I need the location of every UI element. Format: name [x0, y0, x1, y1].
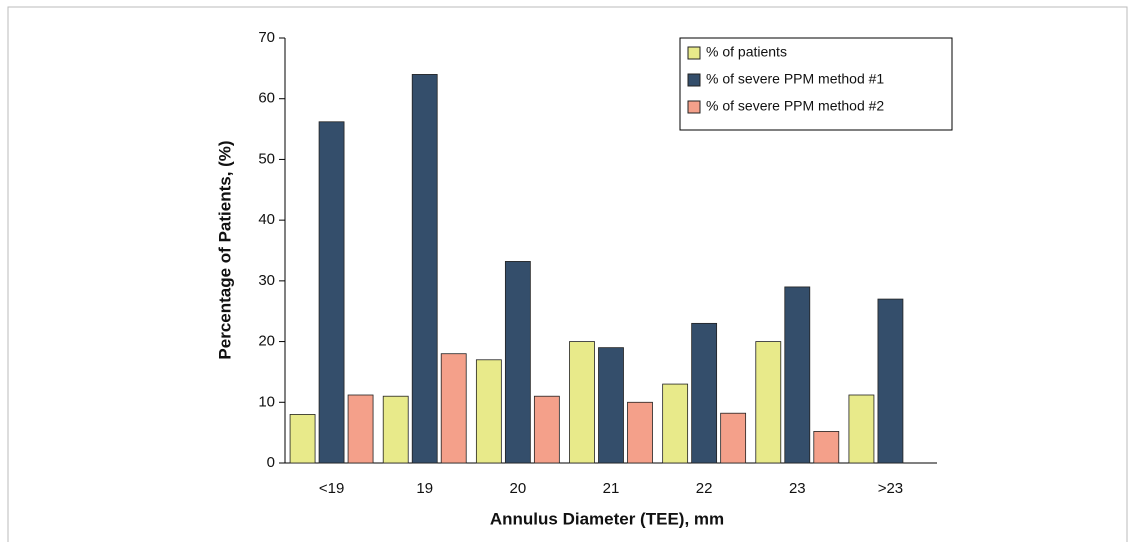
frame	[7, 6, 1128, 542]
y-tick-label: 0	[267, 454, 275, 471]
legend-label: % of patients	[706, 44, 787, 60]
legend-label: % of severe PPM method #1	[706, 71, 884, 87]
bar	[813, 431, 840, 464]
legend-swatch	[687, 73, 701, 87]
bar	[411, 74, 438, 464]
y-tick-label: 30	[258, 272, 275, 289]
bar	[755, 341, 782, 464]
y-tick-label: 40	[258, 211, 275, 228]
x-tick-label: 19	[416, 480, 433, 497]
bar	[382, 395, 409, 464]
y-tick-label: 20	[258, 333, 275, 350]
y-tick-label: 10	[258, 393, 275, 410]
bar	[440, 353, 467, 464]
x-tick-label: >23	[878, 480, 903, 497]
bar	[877, 298, 904, 464]
legend-box	[679, 37, 953, 131]
x-tick-label: 20	[510, 480, 527, 497]
y-tick-label: 50	[258, 150, 275, 167]
legend-swatch	[687, 46, 701, 60]
bar	[691, 322, 718, 464]
x-tick-label: 21	[603, 480, 620, 497]
bar	[784, 286, 811, 464]
bar	[598, 347, 624, 464]
bar	[347, 394, 374, 464]
bar	[475, 359, 502, 464]
bar	[627, 401, 653, 464]
y-tick-label: 60	[258, 90, 275, 107]
x-axis-title: Annulus Diameter (TEE), mm	[490, 509, 724, 528]
bar	[662, 383, 689, 464]
bar	[504, 261, 531, 464]
bar	[720, 412, 747, 464]
legend-swatch	[687, 100, 701, 114]
x-tick-label: 23	[789, 480, 806, 497]
bar	[289, 414, 316, 464]
y-axis-title: Percentage of Patients, (%)	[215, 140, 234, 359]
bar	[318, 121, 345, 464]
x-tick-label: <19	[319, 480, 344, 497]
bar	[848, 394, 875, 464]
bar	[569, 341, 595, 464]
legend-label: % of severe PPM method #2	[706, 98, 884, 114]
bar	[533, 395, 560, 464]
x-tick-label: 22	[696, 480, 713, 497]
y-tick-label: 70	[258, 29, 275, 46]
